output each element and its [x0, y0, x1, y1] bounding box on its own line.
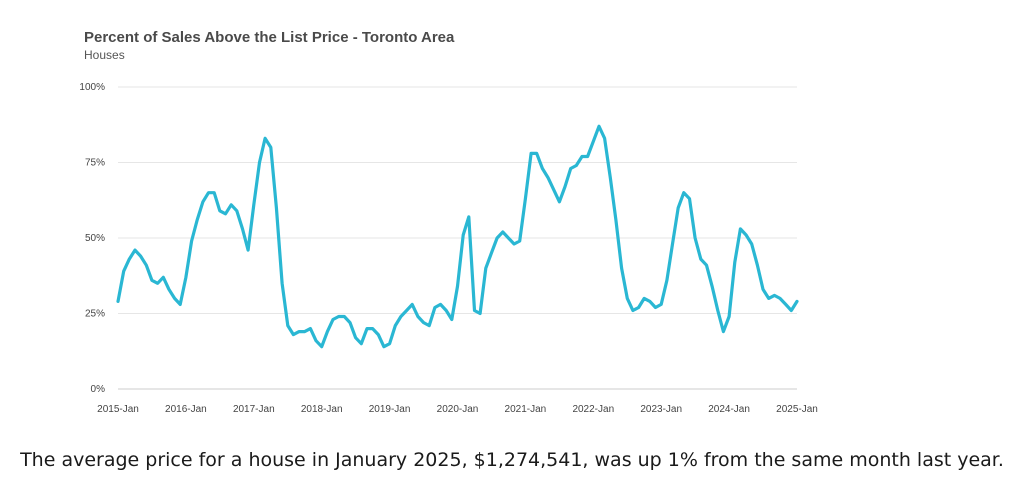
- series-line: [116, 124, 799, 349]
- x-tick-label: 2025-Jan: [776, 404, 818, 415]
- chart-subtitle: Houses: [84, 48, 125, 62]
- x-tick-label: 2024-Jan: [708, 404, 750, 415]
- line-chart: 0% 25% 50% 75% 100% 2015-Jan 2016-Jan 2017-Jan…: [79, 82, 818, 415]
- chart-title: Percent of Sales Above the List Price - …: [84, 29, 455, 46]
- caption-text: The average price for a house in January…: [20, 449, 1004, 471]
- y-tick-label: 100%: [79, 82, 105, 93]
- y-axis-ticks: 0% 25% 50% 75% 100%: [79, 82, 105, 395]
- y-tick-label: 0%: [91, 384, 106, 395]
- series-group: [116, 124, 799, 349]
- y-tick-label: 75%: [85, 158, 105, 169]
- x-tick-label: 2016-Jan: [165, 404, 207, 415]
- x-tick-label: 2021-Jan: [505, 404, 547, 415]
- y-tick-label: 50%: [85, 233, 105, 244]
- x-tick-label: 2020-Jan: [437, 404, 479, 415]
- x-tick-label: 2019-Jan: [369, 404, 411, 415]
- gridlines: [118, 86, 797, 390]
- x-axis-ticks: 2015-Jan 2016-Jan 2017-Jan 2018-Jan 2019-Jan…: [97, 404, 818, 415]
- x-tick-label: 2018-Jan: [301, 404, 343, 415]
- x-tick-label: 2017-Jan: [233, 404, 275, 415]
- y-tick-label: 25%: [85, 309, 105, 320]
- x-tick-label: 2023-Jan: [640, 404, 682, 415]
- x-tick-label: 2015-Jan: [97, 404, 139, 415]
- x-tick-label: 2022-Jan: [572, 404, 614, 415]
